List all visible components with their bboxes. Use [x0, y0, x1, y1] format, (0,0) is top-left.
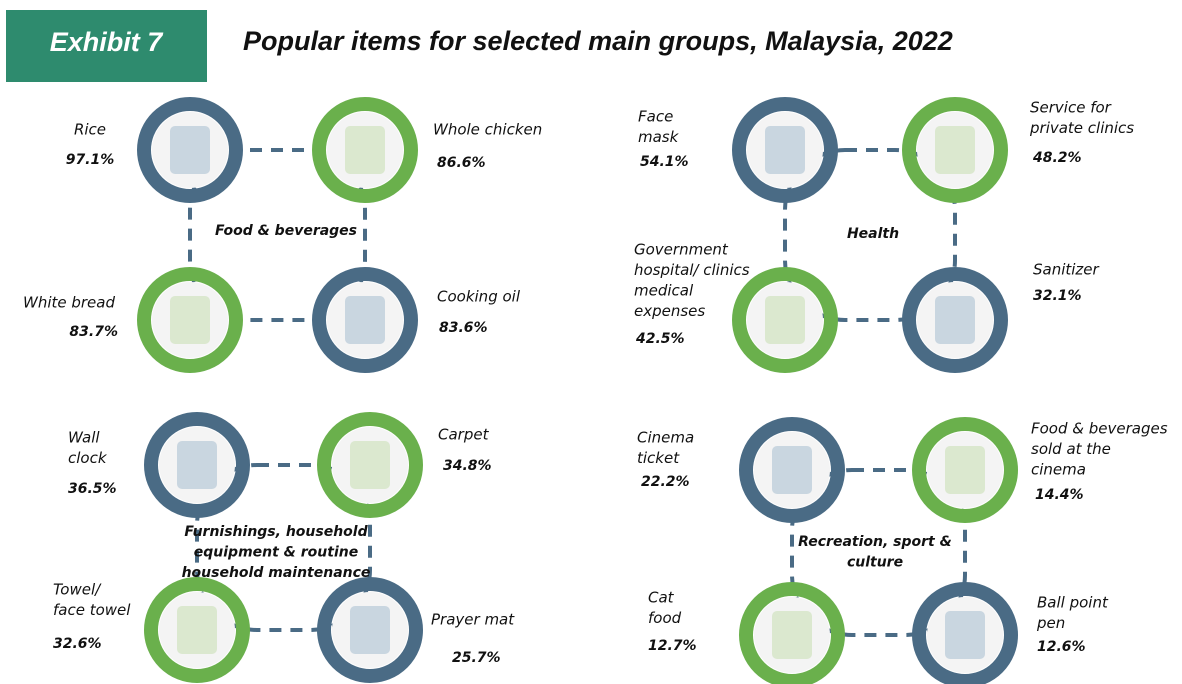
- item-name: Wall: [68, 429, 100, 447]
- item-icon: [935, 296, 975, 344]
- item-name: Towel/: [53, 581, 102, 599]
- item-name: Cat: [648, 589, 675, 607]
- item-name: face towel: [53, 601, 131, 619]
- item-value: 25.7%: [452, 650, 501, 666]
- item-name: White bread: [23, 294, 115, 312]
- item-value: 86.6%: [437, 155, 486, 171]
- item-value: 36.5%: [68, 481, 117, 497]
- item-name: ticket: [637, 449, 680, 467]
- item-value: 42.5%: [635, 331, 685, 347]
- item-name: Face: [638, 108, 673, 126]
- item-name: Cooking oil: [437, 288, 521, 306]
- group-label: Furnishings, household: [184, 524, 368, 540]
- item-icon: [772, 446, 812, 494]
- infographic: Exhibit 7 Popular items for selected mai…: [0, 0, 1182, 684]
- item-value: 34.8%: [443, 458, 492, 474]
- page: Exhibit 7 Popular items for selected mai…: [0, 0, 1182, 684]
- group-label: Health: [847, 226, 899, 242]
- item-name: Cinema: [637, 429, 694, 447]
- item-value: 32.6%: [53, 636, 102, 652]
- item-icon: [765, 296, 805, 344]
- item-name: Whole chicken: [433, 121, 542, 139]
- item-value: 48.2%: [1032, 150, 1082, 166]
- item-icon: [345, 296, 385, 344]
- group-label: Recreation, sport &: [798, 534, 952, 550]
- item-icon: [177, 441, 217, 489]
- item-name: Ball point: [1037, 594, 1109, 612]
- group-label: equipment & routine: [194, 545, 358, 561]
- item-icon: [350, 441, 390, 489]
- item-icon: [350, 606, 390, 654]
- item-icon: [170, 296, 210, 344]
- item-name: Carpet: [438, 426, 490, 444]
- item-icon: [345, 126, 385, 174]
- item-value: 83.7%: [69, 324, 118, 340]
- item-icon: [945, 446, 985, 494]
- item-name: cinema: [1031, 461, 1086, 479]
- item-name: clock: [68, 449, 108, 467]
- item-name: pen: [1036, 614, 1065, 632]
- item-value: 12.6%: [1037, 639, 1086, 655]
- group-label: culture: [847, 555, 903, 571]
- item-icon: [170, 126, 210, 174]
- item-value: 97.1%: [66, 152, 115, 168]
- item-icon: [935, 126, 975, 174]
- item-name: hospital/ clinics: [634, 261, 750, 279]
- item-name: Rice: [74, 121, 106, 139]
- item-value: 12.7%: [648, 638, 697, 654]
- item-name: sold at the: [1031, 440, 1111, 458]
- item-value: 32.1%: [1033, 288, 1082, 304]
- exhibit-label: Exhibit 7: [50, 27, 165, 57]
- item-name: food: [648, 609, 682, 627]
- item-name: expenses: [634, 302, 705, 320]
- item-icon: [177, 606, 217, 654]
- item-name: Sanitizer: [1033, 261, 1100, 279]
- item-name: private clinics: [1029, 119, 1134, 137]
- item-name: Government: [634, 241, 729, 259]
- item-value: 54.1%: [640, 154, 689, 170]
- item-name: Service for: [1030, 99, 1112, 117]
- item-icon: [765, 126, 805, 174]
- item-name: Food & beverages: [1031, 420, 1168, 438]
- item-value: 14.4%: [1035, 487, 1084, 503]
- item-icon: [772, 611, 812, 659]
- item-name: medical: [634, 282, 694, 300]
- item-value: 83.6%: [439, 320, 488, 336]
- item-name: Prayer mat: [431, 611, 515, 629]
- group-label: Food & beverages: [215, 223, 357, 239]
- item-name: mask: [638, 128, 680, 146]
- item-value: 22.2%: [641, 474, 690, 490]
- group-label: household maintenance: [182, 565, 371, 581]
- item-icon: [945, 611, 985, 659]
- title: Popular items for selected main groups, …: [243, 26, 953, 56]
